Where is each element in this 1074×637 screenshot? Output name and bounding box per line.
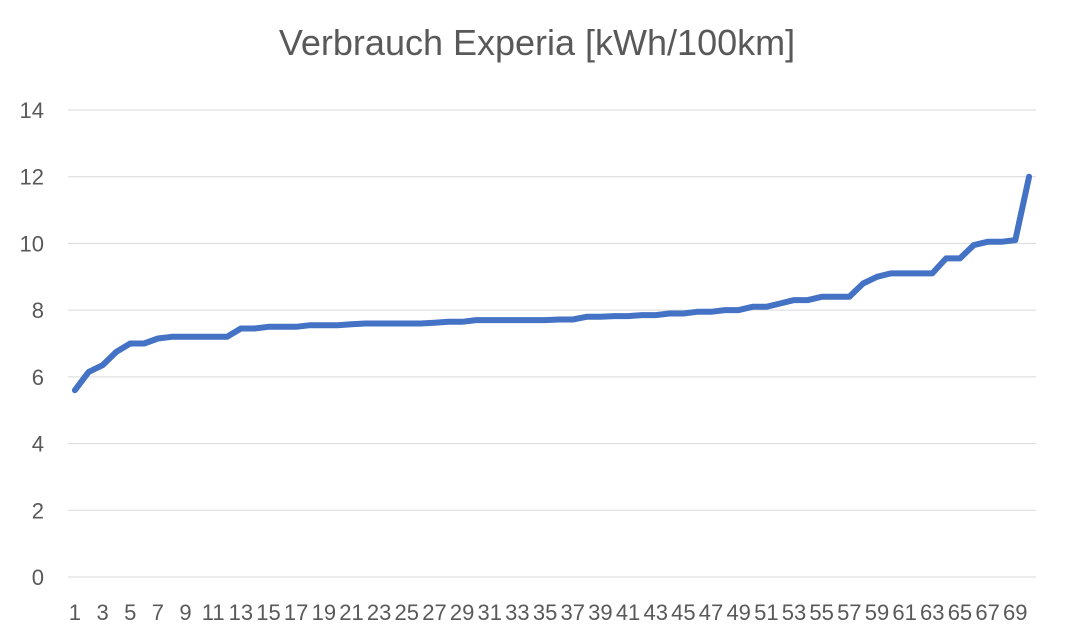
x-tick-label: 35 <box>533 600 557 625</box>
x-tick-label: 21 <box>339 600 363 625</box>
x-tick-label: 9 <box>179 600 191 625</box>
x-tick-label: 3 <box>96 600 108 625</box>
y-tick-label: 12 <box>20 165 44 190</box>
x-tick-label: 13 <box>229 600 253 625</box>
x-tick-label: 65 <box>948 600 972 625</box>
y-tick-label: 4 <box>32 432 44 457</box>
x-tick-label: 27 <box>422 600 446 625</box>
x-tick-label: 67 <box>975 600 999 625</box>
x-tick-label: 61 <box>892 600 916 625</box>
x-tick-label: 63 <box>920 600 944 625</box>
x-tick-label: 57 <box>837 600 861 625</box>
x-tick-label: 31 <box>478 600 502 625</box>
chart-title: Verbrauch Experia [kWh/100km] <box>278 22 796 63</box>
x-tick-label: 29 <box>450 600 474 625</box>
y-tick-label: 10 <box>20 231 44 256</box>
x-tick-label: 25 <box>395 600 419 625</box>
x-tick-label: 23 <box>367 600 391 625</box>
x-tick-label: 1 <box>69 600 81 625</box>
x-tick-label: 37 <box>561 600 585 625</box>
x-tick-label: 15 <box>256 600 280 625</box>
x-tick-label: 41 <box>616 600 640 625</box>
x-tick-label: 55 <box>809 600 833 625</box>
y-tick-label: 0 <box>32 565 44 590</box>
x-tick-label: 59 <box>865 600 889 625</box>
x-tick-label: 47 <box>699 600 723 625</box>
series-line <box>71 173 1033 394</box>
x-tick-label: 43 <box>643 600 667 625</box>
x-tick-label: 69 <box>1003 600 1027 625</box>
x-tick-label: 17 <box>284 600 308 625</box>
y-tick-label: 6 <box>32 365 44 390</box>
x-tick-label: 45 <box>671 600 695 625</box>
x-tick-label: 19 <box>312 600 336 625</box>
x-tick-label: 53 <box>782 600 806 625</box>
y-tick-label: 8 <box>32 298 44 323</box>
x-tick-label: 7 <box>152 600 164 625</box>
x-tick-label: 5 <box>124 600 136 625</box>
y-tick-label: 2 <box>32 498 44 523</box>
x-tick-label: 11 <box>202 600 225 625</box>
x-tick-label: 39 <box>588 600 612 625</box>
x-tick-label: 51 <box>754 600 778 625</box>
y-tick-label: 14 <box>20 98 44 123</box>
x-tick-label: 33 <box>505 600 529 625</box>
x-tick-label: 49 <box>726 600 750 625</box>
